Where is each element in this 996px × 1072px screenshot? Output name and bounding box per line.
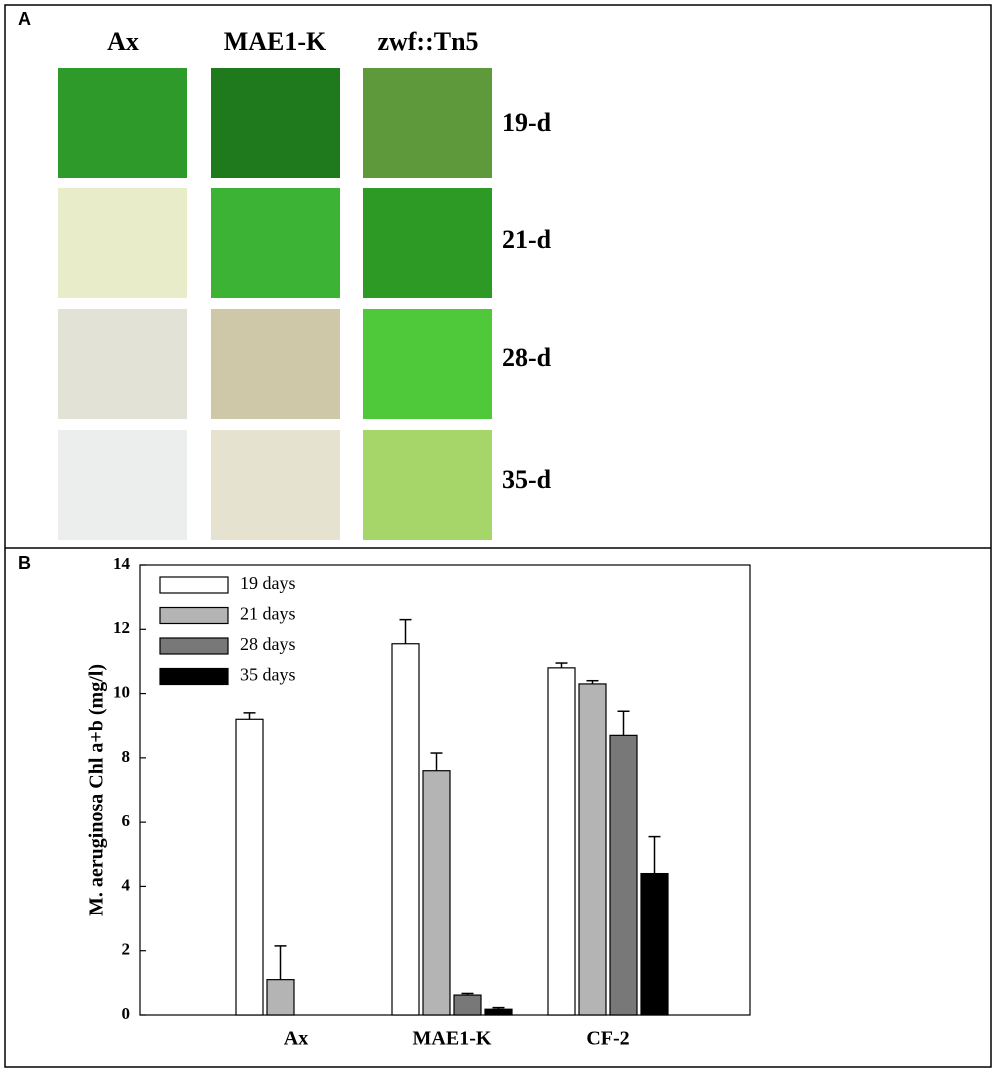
row-label: 28-d (502, 343, 552, 372)
bar (547, 667, 576, 1016)
photo (211, 309, 340, 419)
bar (609, 734, 638, 1016)
y-tick-label: 4 (122, 875, 131, 894)
y-axis-label: M. aeruginosa Chl a+b (mg/l) (86, 664, 108, 916)
bar (235, 718, 264, 1016)
culture-photos (58, 68, 492, 540)
bar (453, 994, 482, 1016)
y-tick-label: 2 (122, 940, 131, 959)
photo (363, 68, 492, 178)
y-tick-label: 8 (122, 747, 131, 766)
photo (58, 188, 187, 298)
legend-swatch (159, 606, 229, 625)
legend-swatch (159, 637, 229, 655)
legend-label: 35 days (240, 665, 296, 685)
row-label: 19-d (502, 108, 552, 137)
y-tick-label: 0 (122, 1004, 131, 1023)
photo (58, 309, 187, 419)
bar (266, 979, 295, 1016)
column-header: zwf::Tn5 (377, 27, 478, 56)
bar (640, 872, 669, 1016)
y-tick-label: 6 (122, 811, 131, 830)
photo (58, 430, 187, 540)
legend-label: 28 days (240, 634, 296, 654)
figure-border (4, 4, 992, 1068)
photo (58, 68, 187, 178)
panel-label: A (18, 9, 31, 29)
legend-label: 19 days (240, 573, 296, 593)
column-header: Ax (107, 27, 139, 56)
photo (211, 188, 340, 298)
row-label: 21-d (502, 225, 552, 254)
photo (363, 188, 492, 298)
x-tick-label: CF-2 (586, 1028, 629, 1050)
column-header: MAE1-K (224, 27, 327, 56)
row-label: 35-d (502, 465, 552, 494)
y-tick-label: 14 (113, 554, 131, 573)
legend-label: 21 days (240, 604, 296, 624)
bar (422, 770, 451, 1016)
legend-swatch (159, 667, 229, 686)
panel-label: B (18, 553, 31, 573)
bar (391, 643, 420, 1016)
x-tick-label: Ax (284, 1028, 308, 1050)
bar (578, 683, 607, 1016)
bar (484, 1008, 513, 1016)
photo (363, 309, 492, 419)
x-tick-label: MAE1-K (413, 1028, 492, 1050)
photo (363, 430, 492, 540)
photo (211, 68, 340, 178)
y-tick-label: 10 (113, 682, 130, 701)
photo (211, 430, 340, 540)
y-tick-label: 12 (113, 618, 130, 637)
legend-swatch (159, 576, 229, 594)
